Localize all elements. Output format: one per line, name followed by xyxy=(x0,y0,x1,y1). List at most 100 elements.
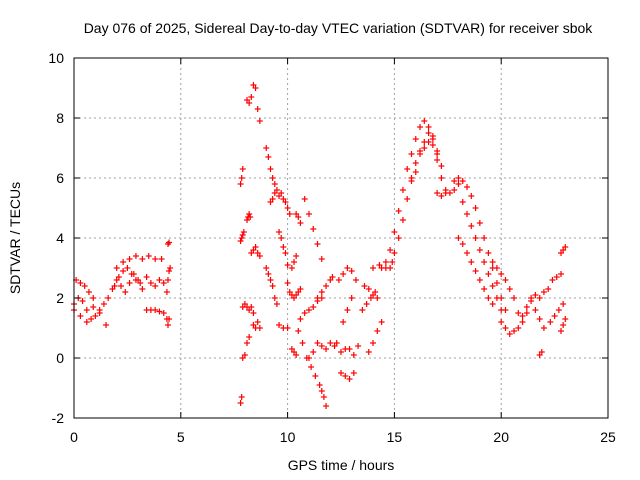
data-point xyxy=(156,277,163,283)
data-point xyxy=(318,388,325,394)
data-point xyxy=(421,145,428,151)
data-point xyxy=(451,187,458,193)
data-point xyxy=(124,265,131,271)
data-point xyxy=(147,280,154,286)
data-point xyxy=(139,256,146,262)
data-point xyxy=(152,256,159,262)
data-point xyxy=(395,208,402,214)
data-point xyxy=(288,265,295,271)
data-point xyxy=(404,196,411,202)
data-point xyxy=(365,349,372,355)
data-point xyxy=(333,340,340,346)
data-point xyxy=(338,349,344,355)
data-point xyxy=(77,280,84,286)
data-point xyxy=(476,277,483,283)
data-point xyxy=(515,325,522,331)
data-point xyxy=(81,283,88,289)
data-point xyxy=(248,94,255,100)
data-point xyxy=(239,166,246,172)
data-point xyxy=(476,220,483,226)
x-tick-label: 10 xyxy=(280,429,296,445)
data-point xyxy=(246,100,253,106)
data-point xyxy=(540,325,547,331)
data-point xyxy=(350,352,357,358)
y-tick-label: -2 xyxy=(52,410,65,426)
data-point xyxy=(164,322,171,328)
data-point xyxy=(297,316,304,322)
data-point xyxy=(280,244,287,250)
axis-ticks: 0 5 10 15 20 25 -2 0 2 4 6 8 10 xyxy=(48,50,616,445)
data-point xyxy=(476,247,483,253)
data-point xyxy=(126,280,133,286)
data-point xyxy=(421,118,428,124)
data-point xyxy=(523,304,530,310)
chart-title: Day 076 of 2025, Sidereal Day-to-day VTE… xyxy=(84,20,594,36)
data-point xyxy=(323,403,330,409)
data-point xyxy=(498,319,505,325)
data-point xyxy=(429,142,436,148)
y-axis-label: SDTVAR / TECUs xyxy=(7,182,23,294)
data-point xyxy=(412,169,419,175)
data-point xyxy=(85,289,92,295)
data-point xyxy=(370,292,377,298)
data-point xyxy=(560,301,567,307)
data-point xyxy=(502,277,509,283)
data-point xyxy=(276,229,283,235)
data-point xyxy=(293,352,300,358)
data-point xyxy=(528,295,535,301)
data-point xyxy=(252,85,259,91)
data-point xyxy=(90,295,97,301)
data-point xyxy=(485,271,492,277)
data-point xyxy=(113,265,120,271)
data-point xyxy=(468,223,475,229)
data-points xyxy=(71,82,569,409)
data-point xyxy=(323,346,330,352)
data-point xyxy=(318,343,325,349)
data-point xyxy=(455,235,462,241)
data-point xyxy=(545,286,552,292)
y-tick-label: 8 xyxy=(56,110,64,126)
data-point xyxy=(88,316,95,322)
data-point xyxy=(244,217,251,223)
x-tick-label: 20 xyxy=(493,429,509,445)
data-point xyxy=(451,178,458,184)
data-point xyxy=(442,190,449,196)
data-point xyxy=(532,307,539,313)
data-point xyxy=(79,298,86,304)
data-point xyxy=(320,394,327,400)
data-point xyxy=(459,241,466,247)
data-point xyxy=(547,319,554,325)
data-point xyxy=(340,319,347,325)
y-tick-label: 4 xyxy=(56,230,64,246)
data-point xyxy=(305,307,312,313)
data-point xyxy=(455,175,462,181)
data-point xyxy=(438,193,445,199)
data-point xyxy=(340,271,347,277)
data-point xyxy=(286,211,293,217)
data-point xyxy=(417,124,424,130)
data-point xyxy=(472,205,479,211)
data-point xyxy=(498,307,505,313)
data-point xyxy=(327,340,334,346)
data-point xyxy=(126,256,133,262)
data-point xyxy=(273,301,280,307)
data-point xyxy=(350,370,357,376)
data-point xyxy=(83,319,90,325)
data-point xyxy=(120,259,127,265)
data-point xyxy=(297,220,304,226)
data-point xyxy=(237,400,244,406)
data-point xyxy=(438,163,445,169)
data-point xyxy=(256,325,263,331)
data-point xyxy=(536,316,543,322)
data-point xyxy=(538,349,545,355)
data-point xyxy=(314,241,321,247)
data-point xyxy=(498,271,505,277)
data-point xyxy=(263,145,270,151)
data-point xyxy=(265,271,272,277)
data-point xyxy=(434,151,441,157)
data-point xyxy=(511,328,518,334)
data-point xyxy=(536,295,543,301)
data-point xyxy=(348,268,355,274)
x-tick-label: 25 xyxy=(600,429,616,445)
